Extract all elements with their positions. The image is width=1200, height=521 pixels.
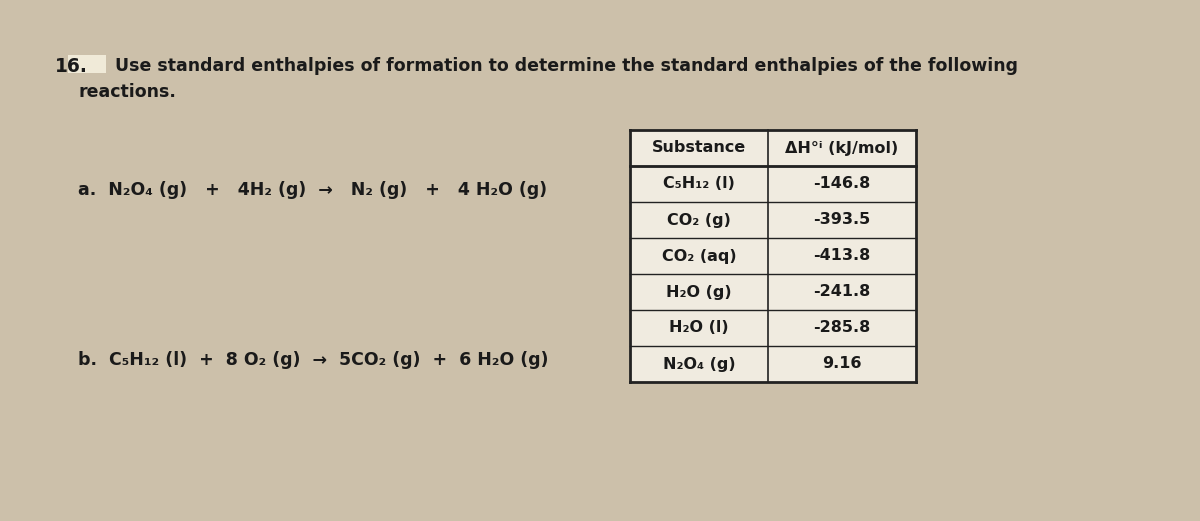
- Text: N₂O₄ (g): N₂O₄ (g): [662, 356, 736, 371]
- Text: a.  N₂O₄ (g)   +   4H₂ (g)  →   N₂ (g)   +   4 H₂O (g): a. N₂O₄ (g) + 4H₂ (g) → N₂ (g) + 4 H₂O (…: [78, 181, 547, 199]
- Text: C₅H₁₂ (l): C₅H₁₂ (l): [664, 177, 734, 192]
- Text: Use standard enthalpies of formation to determine the standard enthalpies of the: Use standard enthalpies of formation to …: [115, 57, 1018, 75]
- Text: H₂O (g): H₂O (g): [666, 284, 732, 300]
- Text: Substance: Substance: [652, 141, 746, 155]
- Text: CO₂ (g): CO₂ (g): [667, 213, 731, 228]
- Text: 16.: 16.: [55, 56, 88, 76]
- Text: b.  C₅H₁₂ (l)  +  8 O₂ (g)  →  5CO₂ (g)  +  6 H₂O (g): b. C₅H₁₂ (l) + 8 O₂ (g) → 5CO₂ (g) + 6 H…: [78, 351, 548, 369]
- Bar: [630, 130, 916, 382]
- Bar: [68, 55, 106, 73]
- Text: -146.8: -146.8: [814, 177, 871, 192]
- Text: -393.5: -393.5: [814, 213, 871, 228]
- Text: -285.8: -285.8: [814, 320, 871, 336]
- Text: ΔH°ⁱ (kJ/mol): ΔH°ⁱ (kJ/mol): [785, 141, 899, 155]
- Text: H₂O (l): H₂O (l): [670, 320, 728, 336]
- Text: reactions.: reactions.: [78, 83, 176, 101]
- Text: -241.8: -241.8: [814, 284, 871, 300]
- Text: CO₂ (aq): CO₂ (aq): [661, 249, 737, 264]
- Text: -413.8: -413.8: [814, 249, 871, 264]
- Text: 9.16: 9.16: [822, 356, 862, 371]
